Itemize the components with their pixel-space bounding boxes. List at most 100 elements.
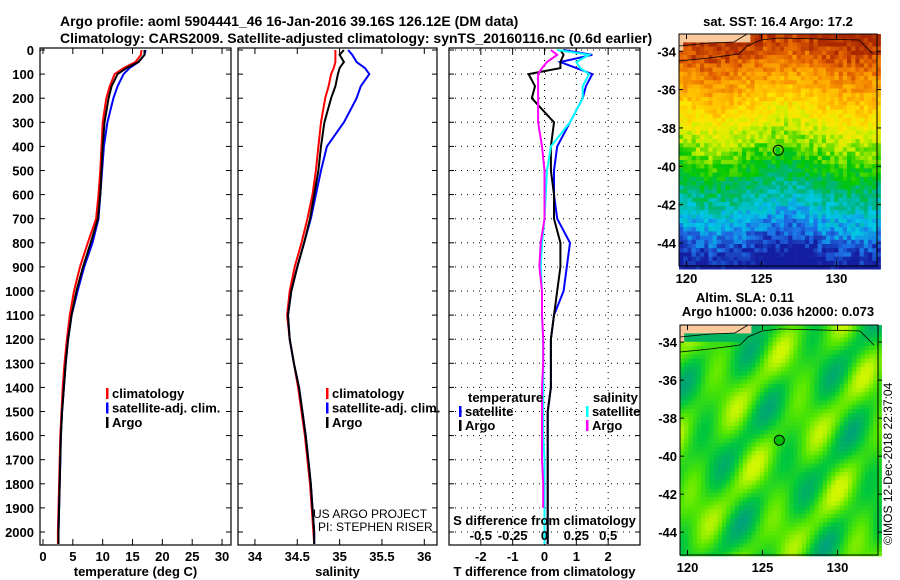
map-cell <box>868 50 873 56</box>
map-cell <box>750 189 755 194</box>
map-cell <box>700 202 705 207</box>
map-cell <box>750 63 755 68</box>
map-cell <box>855 101 860 106</box>
map-title: sat. SST: 16.4 Argo: 17.2 <box>703 14 853 29</box>
map-cell <box>860 367 866 372</box>
map-cell <box>709 480 714 485</box>
map-cell <box>852 413 857 418</box>
map-cell <box>859 139 865 144</box>
map-cell <box>742 143 747 148</box>
map-cell <box>800 223 806 228</box>
map-cell <box>813 50 818 56</box>
map-cell <box>758 252 764 257</box>
map-cell <box>709 413 714 418</box>
map-cell <box>876 105 881 110</box>
map-cell <box>680 346 685 351</box>
map-cell <box>705 451 710 456</box>
map-cell <box>796 118 802 123</box>
map-cell <box>734 362 740 368</box>
map-cell <box>705 446 710 452</box>
map-cell <box>683 185 688 190</box>
map-cell <box>793 446 798 452</box>
map-cell <box>729 252 734 257</box>
map-cell <box>691 176 697 182</box>
map-cell <box>813 97 818 102</box>
map-cell <box>687 113 692 119</box>
map-cell <box>814 409 819 414</box>
map-cell <box>695 185 701 190</box>
map-cell <box>750 193 755 199</box>
map-cell <box>859 155 865 161</box>
map-cell <box>709 350 714 355</box>
map-cell <box>776 463 782 469</box>
map-cell <box>763 239 768 245</box>
map-cell <box>730 421 735 427</box>
map-cell <box>872 227 877 232</box>
map-cell <box>843 400 849 406</box>
map-cell <box>877 362 882 368</box>
map-cell <box>877 455 882 460</box>
map-cell <box>852 484 857 490</box>
map-cell <box>708 42 713 47</box>
map-cell <box>821 139 827 144</box>
map-cell <box>822 396 828 401</box>
map-cell <box>750 67 755 73</box>
map-cell <box>868 235 873 241</box>
map-cell <box>696 434 702 439</box>
title-line1: Argo profile: aoml 5904441_46 16-Jan-201… <box>60 13 518 29</box>
map-cell <box>796 34 802 39</box>
map-cell <box>708 84 713 89</box>
x2-tick-label: 0.25 <box>564 528 589 543</box>
map-cell <box>701 409 706 414</box>
map-cell <box>852 480 857 485</box>
map-cell <box>859 92 865 98</box>
map-cell <box>789 480 794 485</box>
y-tick-label: -40 <box>657 159 676 174</box>
map-cell <box>788 181 793 186</box>
map-cell <box>688 375 693 380</box>
map-cell <box>734 446 740 452</box>
map-cell <box>805 214 810 220</box>
map-cell <box>863 55 869 60</box>
map-cell <box>779 105 785 110</box>
map-cell <box>830 176 835 182</box>
map-cell <box>793 472 798 477</box>
map-cell <box>734 400 740 406</box>
map-cell <box>768 375 773 380</box>
map-cell <box>814 438 819 443</box>
map-cell <box>758 160 764 165</box>
map-cell <box>855 231 860 236</box>
map-cell <box>692 371 698 376</box>
map-cell <box>709 346 714 351</box>
map-cell <box>764 421 769 427</box>
map-cell <box>842 76 848 81</box>
map-cell <box>738 434 744 439</box>
map-cell <box>767 210 772 215</box>
map-cell <box>704 151 709 157</box>
map-cell <box>817 126 823 131</box>
map-cell <box>784 160 789 165</box>
map-cell <box>855 126 860 131</box>
map-cell <box>764 493 769 498</box>
map-cell <box>856 383 861 389</box>
map-cell <box>818 480 824 485</box>
map-cell <box>872 130 877 136</box>
map-cell <box>855 76 860 81</box>
map-cell <box>809 55 814 60</box>
map-cell <box>809 80 814 85</box>
map-cell <box>809 118 814 123</box>
map-cell <box>855 193 860 199</box>
map-cell <box>855 105 860 110</box>
map-cell <box>751 350 756 355</box>
map-cell <box>709 375 714 380</box>
map-cell <box>852 371 857 376</box>
series-line-satellite-adj-clim- <box>286 49 371 544</box>
map-cell <box>847 227 852 232</box>
map-cell <box>695 71 701 77</box>
map-cell <box>721 189 726 194</box>
map-cell <box>734 346 740 351</box>
map-cell <box>771 80 776 85</box>
map-cell <box>729 88 734 94</box>
map-cell <box>742 67 747 73</box>
map-cell <box>851 181 856 186</box>
